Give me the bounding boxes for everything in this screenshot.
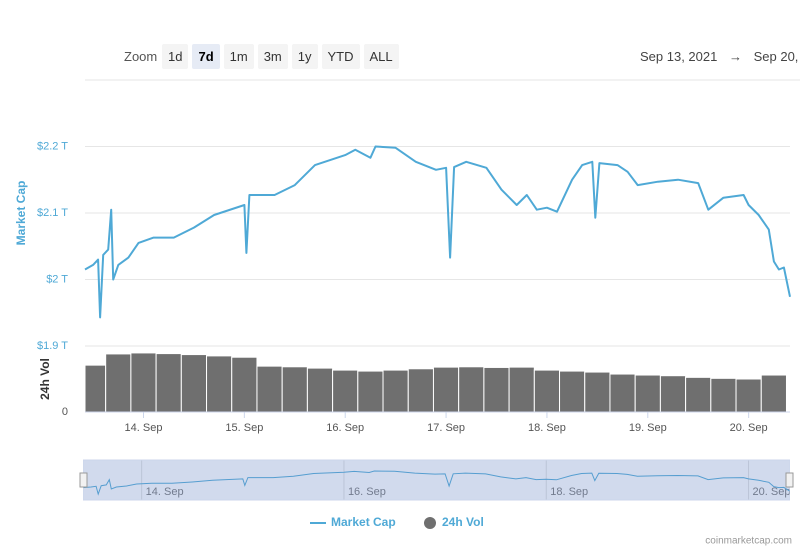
volume-bar	[458, 366, 485, 413]
volume-bar	[634, 374, 661, 413]
volume-bar	[609, 373, 636, 413]
x-tick-label: 16. Sep	[326, 422, 364, 434]
volume-bar	[231, 356, 258, 413]
line-series	[84, 145, 791, 319]
x-tick-label: 17. Sep	[427, 422, 465, 434]
volume-bar	[735, 378, 762, 413]
volume-bar	[760, 374, 787, 413]
date-to[interactable]: Sep 20, 2021	[753, 49, 800, 64]
legend-label[interactable]: Market Cap	[331, 515, 396, 529]
volume-bar	[710, 377, 737, 413]
navigator-tick-label: 14. Sep	[146, 486, 184, 498]
volume-bar	[306, 367, 334, 413]
x-tick-label: 15. Sep	[225, 422, 263, 434]
navigator-tick-label: 18. Sep	[550, 486, 588, 498]
y-axis-title: 24h Vol	[38, 358, 52, 400]
volume-bar	[685, 376, 712, 413]
y-tick-label: $2 T	[46, 273, 68, 285]
x-tick-label: 19. Sep	[629, 422, 667, 434]
zoom-buttons: 1d 7d 1m 3m 1y YTD ALL	[162, 44, 399, 69]
volume-bar	[559, 370, 586, 413]
volume-bar	[533, 369, 561, 413]
volume-bar	[382, 369, 409, 413]
navigator: 14. Sep 16. Sep 18. Sep 20. Sep	[83, 459, 791, 501]
x-tick-label: 18. Sep	[528, 422, 566, 434]
y-axis-title: Market Cap	[14, 181, 28, 246]
navigator-handle[interactable]	[79, 472, 88, 488]
zoom-button[interactable]: 1y	[291, 44, 318, 69]
zoom-button[interactable]: YTD	[321, 44, 360, 69]
volume-bar	[155, 353, 182, 413]
x-tick-label: 20. Sep	[730, 422, 768, 434]
zoom-button[interactable]: 1m	[223, 44, 254, 69]
volume-bar	[357, 370, 384, 413]
volume-bar	[407, 368, 434, 413]
y-tick-label: 0	[62, 406, 68, 418]
date-from[interactable]: Sep 13, 2021	[640, 49, 718, 64]
zoom-button[interactable]: 1d	[162, 44, 189, 69]
volume-bar	[180, 354, 208, 413]
date-arrow: →	[728, 49, 742, 64]
volume-bar	[508, 366, 535, 413]
zoom-button[interactable]: ALL	[363, 44, 399, 69]
volume-bar	[432, 366, 460, 413]
credit: coinmarketcap.com	[705, 536, 792, 547]
navigator-mask	[83, 459, 790, 501]
volume-bar	[84, 364, 107, 413]
y-tick-label: $2.1 T	[37, 207, 68, 219]
legend-label[interactable]: 24h Vol	[442, 515, 484, 529]
zoom-label: Zoom	[124, 49, 158, 64]
legend-symbol	[424, 517, 436, 529]
volume-bar	[281, 366, 308, 413]
date-range: Sep 13, 2021 → Sep 20, 2021	[640, 49, 800, 64]
volume-bar	[206, 355, 233, 413]
volume-bar	[659, 375, 687, 413]
volume-bar	[256, 365, 283, 413]
navigator-line	[83, 470, 790, 496]
y-tick-label: $1.9 T	[37, 340, 68, 352]
volume-bar	[483, 366, 510, 413]
volume-bar	[105, 353, 132, 413]
volume-bar	[130, 352, 157, 413]
navigator-tick-label: 16. Sep	[348, 486, 386, 498]
zoom-button[interactable]: 7d	[192, 44, 220, 69]
toolbar: Zoom 1d 7d 1m 3m 1y YTD ALL Sep 13, 2021 → Sep…	[0, 44, 800, 70]
x-tick-label: 14. Sep	[125, 422, 163, 434]
navigator-handle[interactable]	[785, 472, 794, 488]
volume-bar	[584, 371, 611, 413]
zoom-button[interactable]: 3m	[257, 44, 288, 69]
y-tick-label: $2.2 T	[37, 140, 68, 152]
navigator-tick-label: 20. Sep	[753, 486, 791, 498]
volume-bar	[332, 369, 359, 413]
